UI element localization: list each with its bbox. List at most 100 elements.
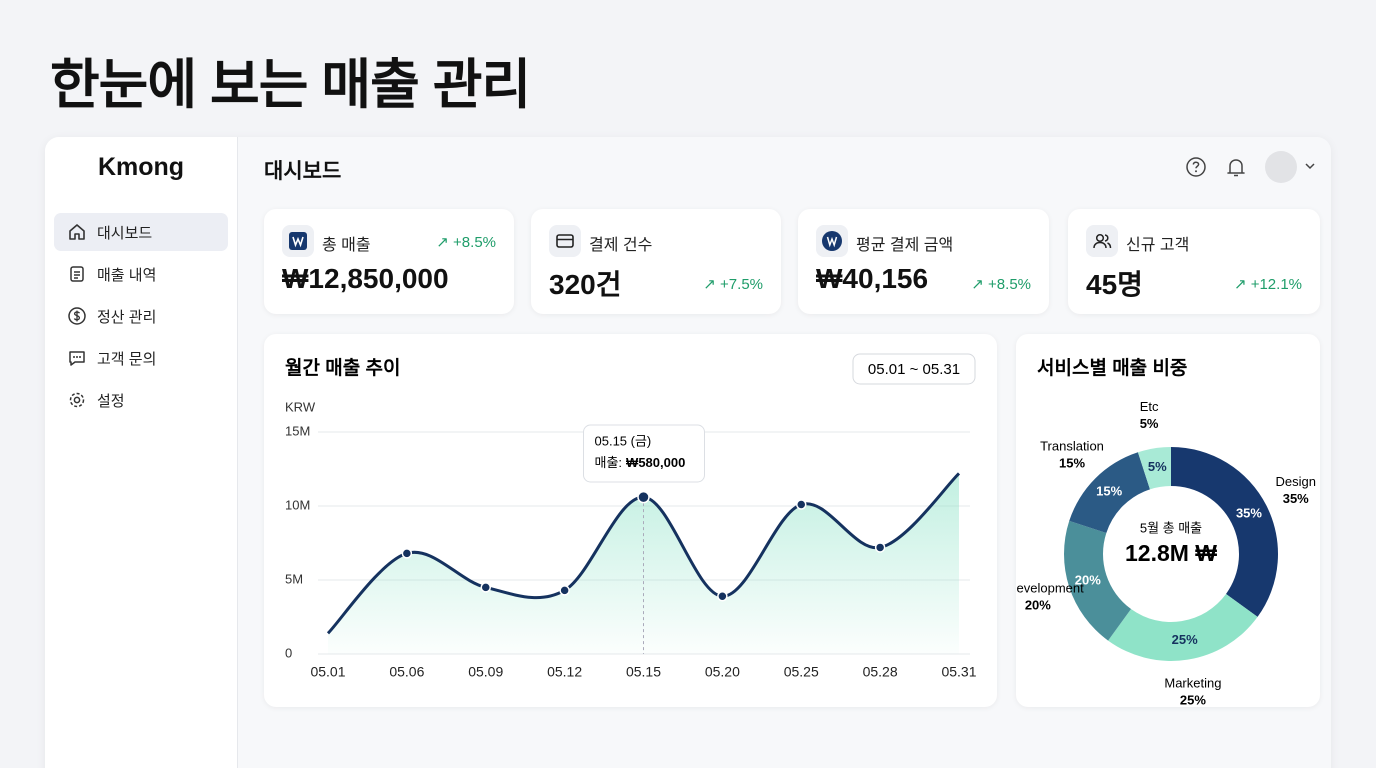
- dashboard: Kmong 대시보드 매출 내역 정산 관리 고객 문의 설정 대시보드 총 매…: [45, 137, 1331, 768]
- y-axis-label: KRW: [285, 399, 316, 414]
- brand[interactable]: Kmong: [97, 153, 185, 181]
- kpi-change: ↗ +7.5%: [703, 276, 763, 293]
- point: [480, 582, 491, 593]
- kpi-change: ↗ +12.1%: [1233, 276, 1302, 293]
- kpi-value: ₩12,850,000: [282, 263, 449, 294]
- kpi-label: 신규 고객: [1126, 237, 1190, 254]
- slice-label: 35%: [1236, 506, 1262, 521]
- kpi-value: ₩40,156: [816, 263, 929, 294]
- kpi-change: ↗ +8.5%: [971, 276, 1031, 293]
- line-chart: 월간 매출 추이 05.01 ~ 05.31 KRW 0 5M 10M 15M 05.0…: [264, 334, 997, 707]
- tooltip-line: 매출: ₩580,000: [595, 455, 686, 470]
- x-tick-label: 05.28: [863, 664, 898, 680]
- slice-label: 5%: [1148, 459, 1167, 474]
- date-range: 05.01 ~ 05.31: [868, 361, 960, 378]
- notification-button[interactable]: [1227, 159, 1245, 177]
- list-icon: [70, 266, 84, 282]
- users-icon: [1086, 225, 1118, 257]
- profile-menu[interactable]: [1265, 151, 1315, 183]
- chart-title: 서비스별 매출 비중: [1037, 357, 1187, 379]
- kpi-change-value: +7.5%: [720, 276, 763, 293]
- x-tick-label: 05.12: [547, 664, 582, 680]
- legend-value: 25%: [1180, 693, 1206, 707]
- center-label: 5월 총 매출: [1140, 520, 1202, 535]
- nav-item[interactable]: 대시보드: [54, 213, 228, 251]
- legend-name: Marketing: [1164, 676, 1221, 691]
- tooltip-value: ₩580,000: [626, 455, 685, 470]
- help-button[interactable]: [1186, 157, 1206, 177]
- kpi-card: 신규 고객 ↗ +12.1% 45명: [1068, 209, 1320, 314]
- donut-slice: [1171, 447, 1278, 617]
- chart-title: 월간 매출 추이: [285, 357, 400, 379]
- x-tick-label: 05.20: [705, 664, 740, 680]
- legend-value: 15%: [1059, 455, 1085, 470]
- donut-chart: 서비스별 매출 비중 35% Design 35% 25% Marketing 25% 20…: [1016, 334, 1320, 707]
- won-icon: [816, 225, 848, 257]
- kpi-card: 결제 건수 ↗ +7.5% 320건: [531, 209, 781, 314]
- nav-label: 고객 문의: [97, 350, 157, 368]
- nav-label: 대시보드: [97, 224, 153, 242]
- kpi-label: 평균 결제 금액: [856, 237, 954, 254]
- slice-label: 20%: [1075, 572, 1101, 587]
- point: [796, 499, 807, 510]
- kpi-change-value: +8.5%: [453, 234, 496, 251]
- tooltip-box: [583, 424, 705, 483]
- legend-name: IT/Development: [1016, 581, 1084, 596]
- nav-item[interactable]: 매출 내역: [54, 255, 228, 293]
- kpi-value: 320건: [549, 269, 622, 300]
- slice-label: 15%: [1096, 484, 1122, 499]
- donut-slice: [1069, 452, 1150, 533]
- page-title: 대시보드: [264, 160, 342, 183]
- nav-item[interactable]: 설정: [54, 381, 228, 419]
- point: [559, 585, 570, 596]
- kpi-change: ↗ +8.5%: [436, 234, 496, 251]
- point: [874, 542, 886, 553]
- x-tick-label: 05.09: [468, 664, 503, 680]
- center-value: 12.8M ₩: [1125, 540, 1217, 566]
- gear-icon: [69, 392, 85, 408]
- nav-item[interactable]: 고객 문의: [54, 339, 228, 377]
- point: [717, 591, 728, 602]
- y-tick-label: 5M: [285, 571, 303, 586]
- tooltip-label: 매출:: [595, 455, 623, 470]
- point: [637, 490, 650, 504]
- point: [401, 548, 413, 559]
- sidebar: Kmong 대시보드 매출 내역 정산 관리 고객 문의 설정: [45, 137, 238, 768]
- kpi-card: 평균 결제 금액 ↗ +8.5% ₩40,156: [798, 209, 1049, 314]
- kpi-value: 45명: [1086, 269, 1143, 300]
- headline: 한눈에 보는 매출 관리: [50, 55, 531, 115]
- nav-label: 설정: [97, 392, 125, 410]
- legend-value: 5%: [1140, 416, 1159, 431]
- x-tick-label: 05.06: [389, 664, 424, 680]
- kpi-label: 총 매출: [322, 237, 371, 254]
- donut-slice: [1137, 447, 1171, 490]
- legend-name: Translation: [1040, 438, 1104, 453]
- home-icon: [69, 224, 85, 240]
- legend-name: Etc: [1140, 399, 1159, 414]
- header-tools: [1186, 151, 1315, 183]
- kpi-change-value: +12.1%: [1250, 276, 1302, 293]
- card-icon: [549, 225, 581, 257]
- nav-label: 매출 내역: [97, 266, 157, 284]
- donut-slice: [1064, 520, 1132, 641]
- tooltip: 05.15 (금) 매출: ₩580,000: [583, 424, 705, 483]
- x-tick-label: 05.01: [310, 664, 345, 680]
- kpi-card: 총 매출 ↗ +8.5% ₩12,850,000: [264, 209, 514, 314]
- legend-value: 35%: [1283, 491, 1309, 506]
- line: [326, 472, 961, 635]
- won-icon: [282, 225, 314, 257]
- date-range-button[interactable]: [852, 353, 976, 385]
- y-tick-label: 15M: [285, 423, 310, 438]
- x-tick-label: 05.25: [784, 664, 819, 680]
- won-glyph: [289, 232, 307, 250]
- tooltip-date: 05.15 (금): [595, 433, 652, 448]
- chat-icon: [69, 351, 85, 366]
- x-tick-label: 05.15: [626, 664, 661, 680]
- nav-item[interactable]: 정산 관리: [54, 297, 228, 335]
- donut-slice: [1108, 593, 1258, 661]
- slice-label: 25%: [1172, 632, 1198, 647]
- legend-name: Design: [1276, 474, 1316, 489]
- users-glyph: [1093, 233, 1112, 249]
- x-tick-label: 05.31: [941, 664, 976, 680]
